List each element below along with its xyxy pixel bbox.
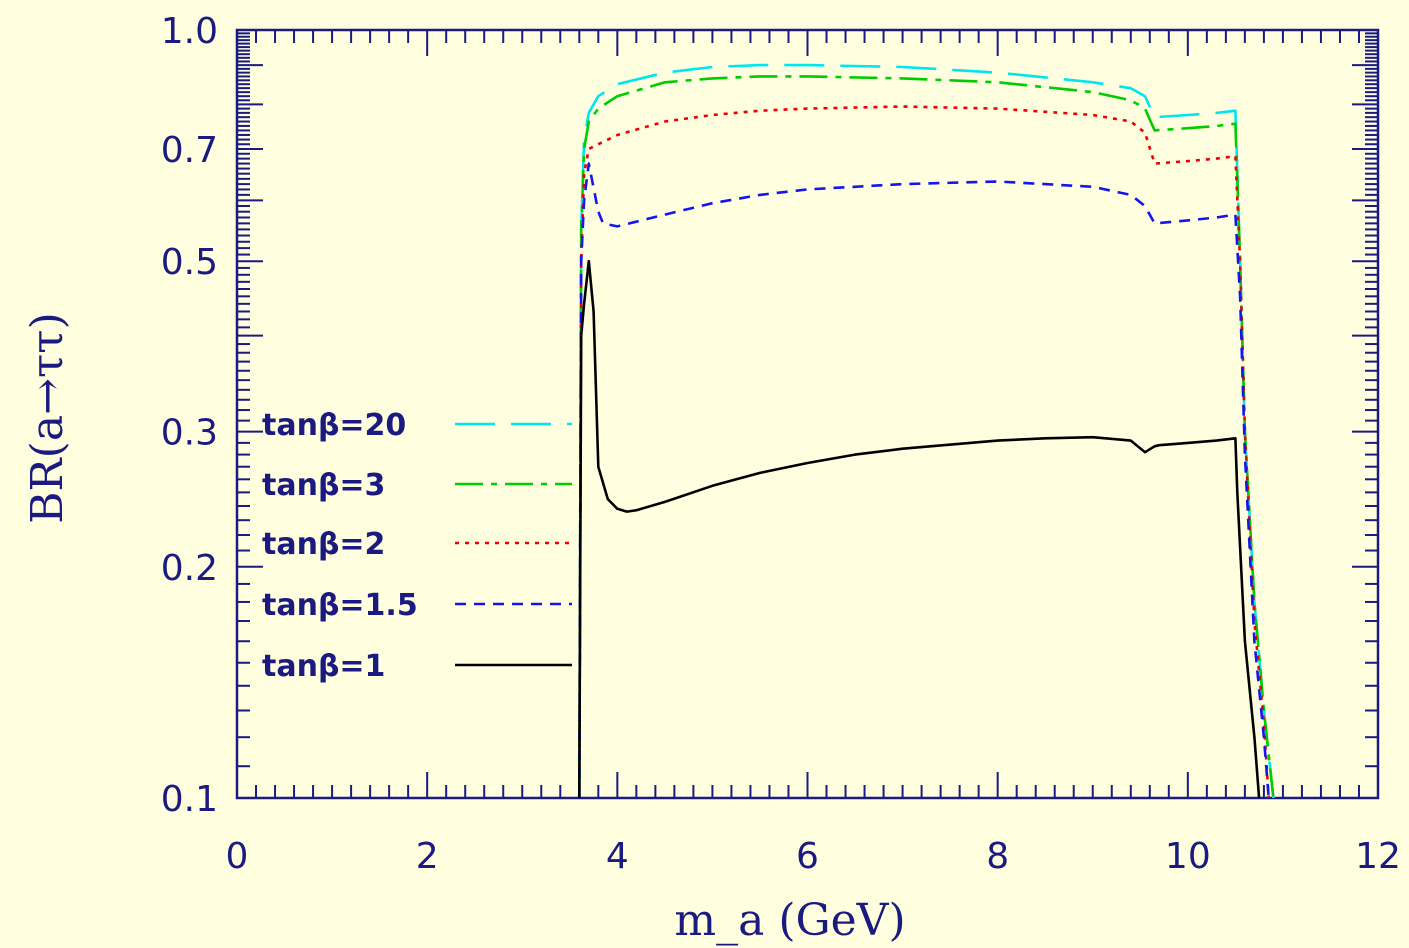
y-tick-label: 1.0 bbox=[161, 11, 218, 52]
y-tick-label: 0.5 bbox=[161, 242, 218, 283]
legend-label: tanβ=20 bbox=[262, 408, 406, 443]
legend: tanβ=20 tanβ=3 tanβ=2 tanβ=1.5 tanβ=1 bbox=[262, 408, 572, 684]
tick-labels: 0 2 4 6 8 10 12 0.1 0.2 0.3 0.5 0.7 1.0 bbox=[161, 11, 1401, 877]
plot-frame bbox=[235, 28, 1380, 800]
axis-ticks bbox=[236, 29, 1379, 799]
x-axis-label: m_a (GeV) bbox=[674, 895, 905, 946]
legend-label: tanβ=3 bbox=[262, 468, 385, 503]
x-tick-label: 10 bbox=[1165, 836, 1211, 877]
x-tick-label: 4 bbox=[606, 836, 629, 877]
series-line bbox=[577, 63, 1275, 799]
series-line bbox=[577, 105, 1270, 799]
y-axis-label: BR(a→ττ) bbox=[22, 312, 73, 524]
legend-label: tanβ=1 bbox=[262, 649, 385, 684]
series-line bbox=[577, 75, 1275, 799]
legend-label: tanβ=2 bbox=[262, 527, 385, 562]
x-tick-label: 12 bbox=[1355, 836, 1401, 877]
y-tick-label: 0.3 bbox=[161, 413, 218, 454]
y-tick-label: 0.1 bbox=[161, 779, 218, 820]
y-tick-label: 0.2 bbox=[161, 548, 218, 589]
x-tick-label: 8 bbox=[986, 836, 1009, 877]
x-tick-label: 0 bbox=[226, 836, 249, 877]
plot-area-border bbox=[235, 28, 1380, 800]
y-tick-label: 0.7 bbox=[161, 130, 218, 171]
series-line bbox=[577, 259, 1261, 799]
x-tick-label: 2 bbox=[416, 836, 439, 877]
series-lines bbox=[577, 63, 1275, 799]
x-tick-label: 6 bbox=[796, 836, 819, 877]
series-line bbox=[577, 162, 1270, 799]
legend-label: tanβ=1.5 bbox=[262, 588, 418, 623]
